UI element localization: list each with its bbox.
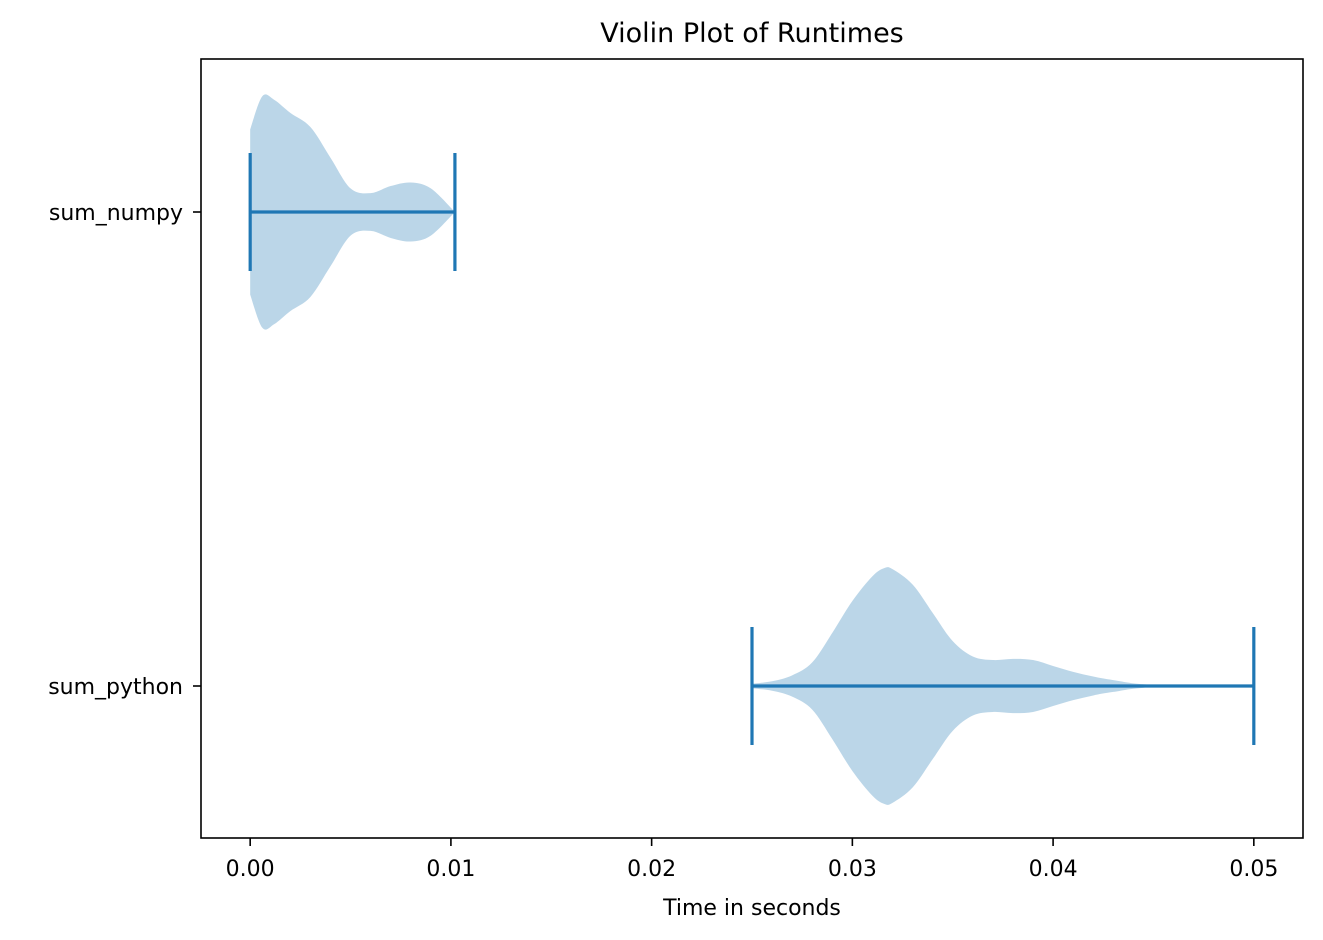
plot-area: [200, 58, 1304, 839]
x-tick-label: 0.05: [1229, 857, 1278, 882]
x-tick-label: 0.00: [226, 857, 275, 882]
chart-title: Violin Plot of Runtimes: [600, 18, 904, 49]
violin-stat-lines: [248, 153, 1256, 745]
x-tick-label: 0.02: [627, 857, 676, 882]
x-axis-label: Time in seconds: [662, 896, 841, 921]
x-axis-ticks: 0.00 0.01 0.02 0.03 0.04 0.05: [226, 838, 1278, 882]
y-axis-ticks: sum_numpy sum_python: [48, 201, 201, 700]
x-tick-label: 0.01: [426, 857, 475, 882]
x-tick-label: 0.04: [1029, 857, 1078, 882]
y-tick-label-sum_python: sum_python: [48, 675, 183, 700]
y-tick-label-sum_numpy: sum_numpy: [49, 201, 183, 226]
x-tick-label: 0.03: [828, 857, 877, 882]
